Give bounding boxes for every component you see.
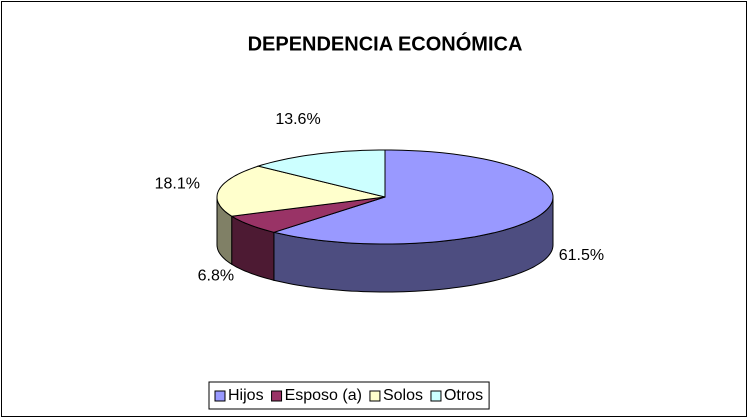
legend-label: Hijos [228, 387, 264, 404]
legend: Hijos Esposo (a) Solos Otros [208, 381, 490, 410]
slice [256, 149, 386, 198]
legend-swatch [271, 390, 283, 402]
legend-swatch [430, 390, 442, 402]
data-label: 18.1% [155, 176, 200, 193]
slice [230, 196, 386, 233]
legend-swatch [214, 390, 226, 402]
data-label: 6.8% [198, 267, 234, 284]
legend-box [208, 381, 490, 410]
legend-label: Otros [444, 387, 483, 404]
slice [216, 165, 386, 217]
slice [271, 149, 554, 245]
data-label: 61.5% [559, 247, 604, 264]
chart-title: DEPENDENCIA ECONÓMICA [248, 31, 523, 55]
pie: 61.5% 6.8% 18.1% 13.6% [155, 111, 604, 293]
legend-label: Solos [383, 387, 423, 404]
legend-swatch [369, 390, 381, 402]
data-label: 13.6% [275, 111, 320, 128]
legend-label: Esposo (a) [285, 387, 362, 404]
